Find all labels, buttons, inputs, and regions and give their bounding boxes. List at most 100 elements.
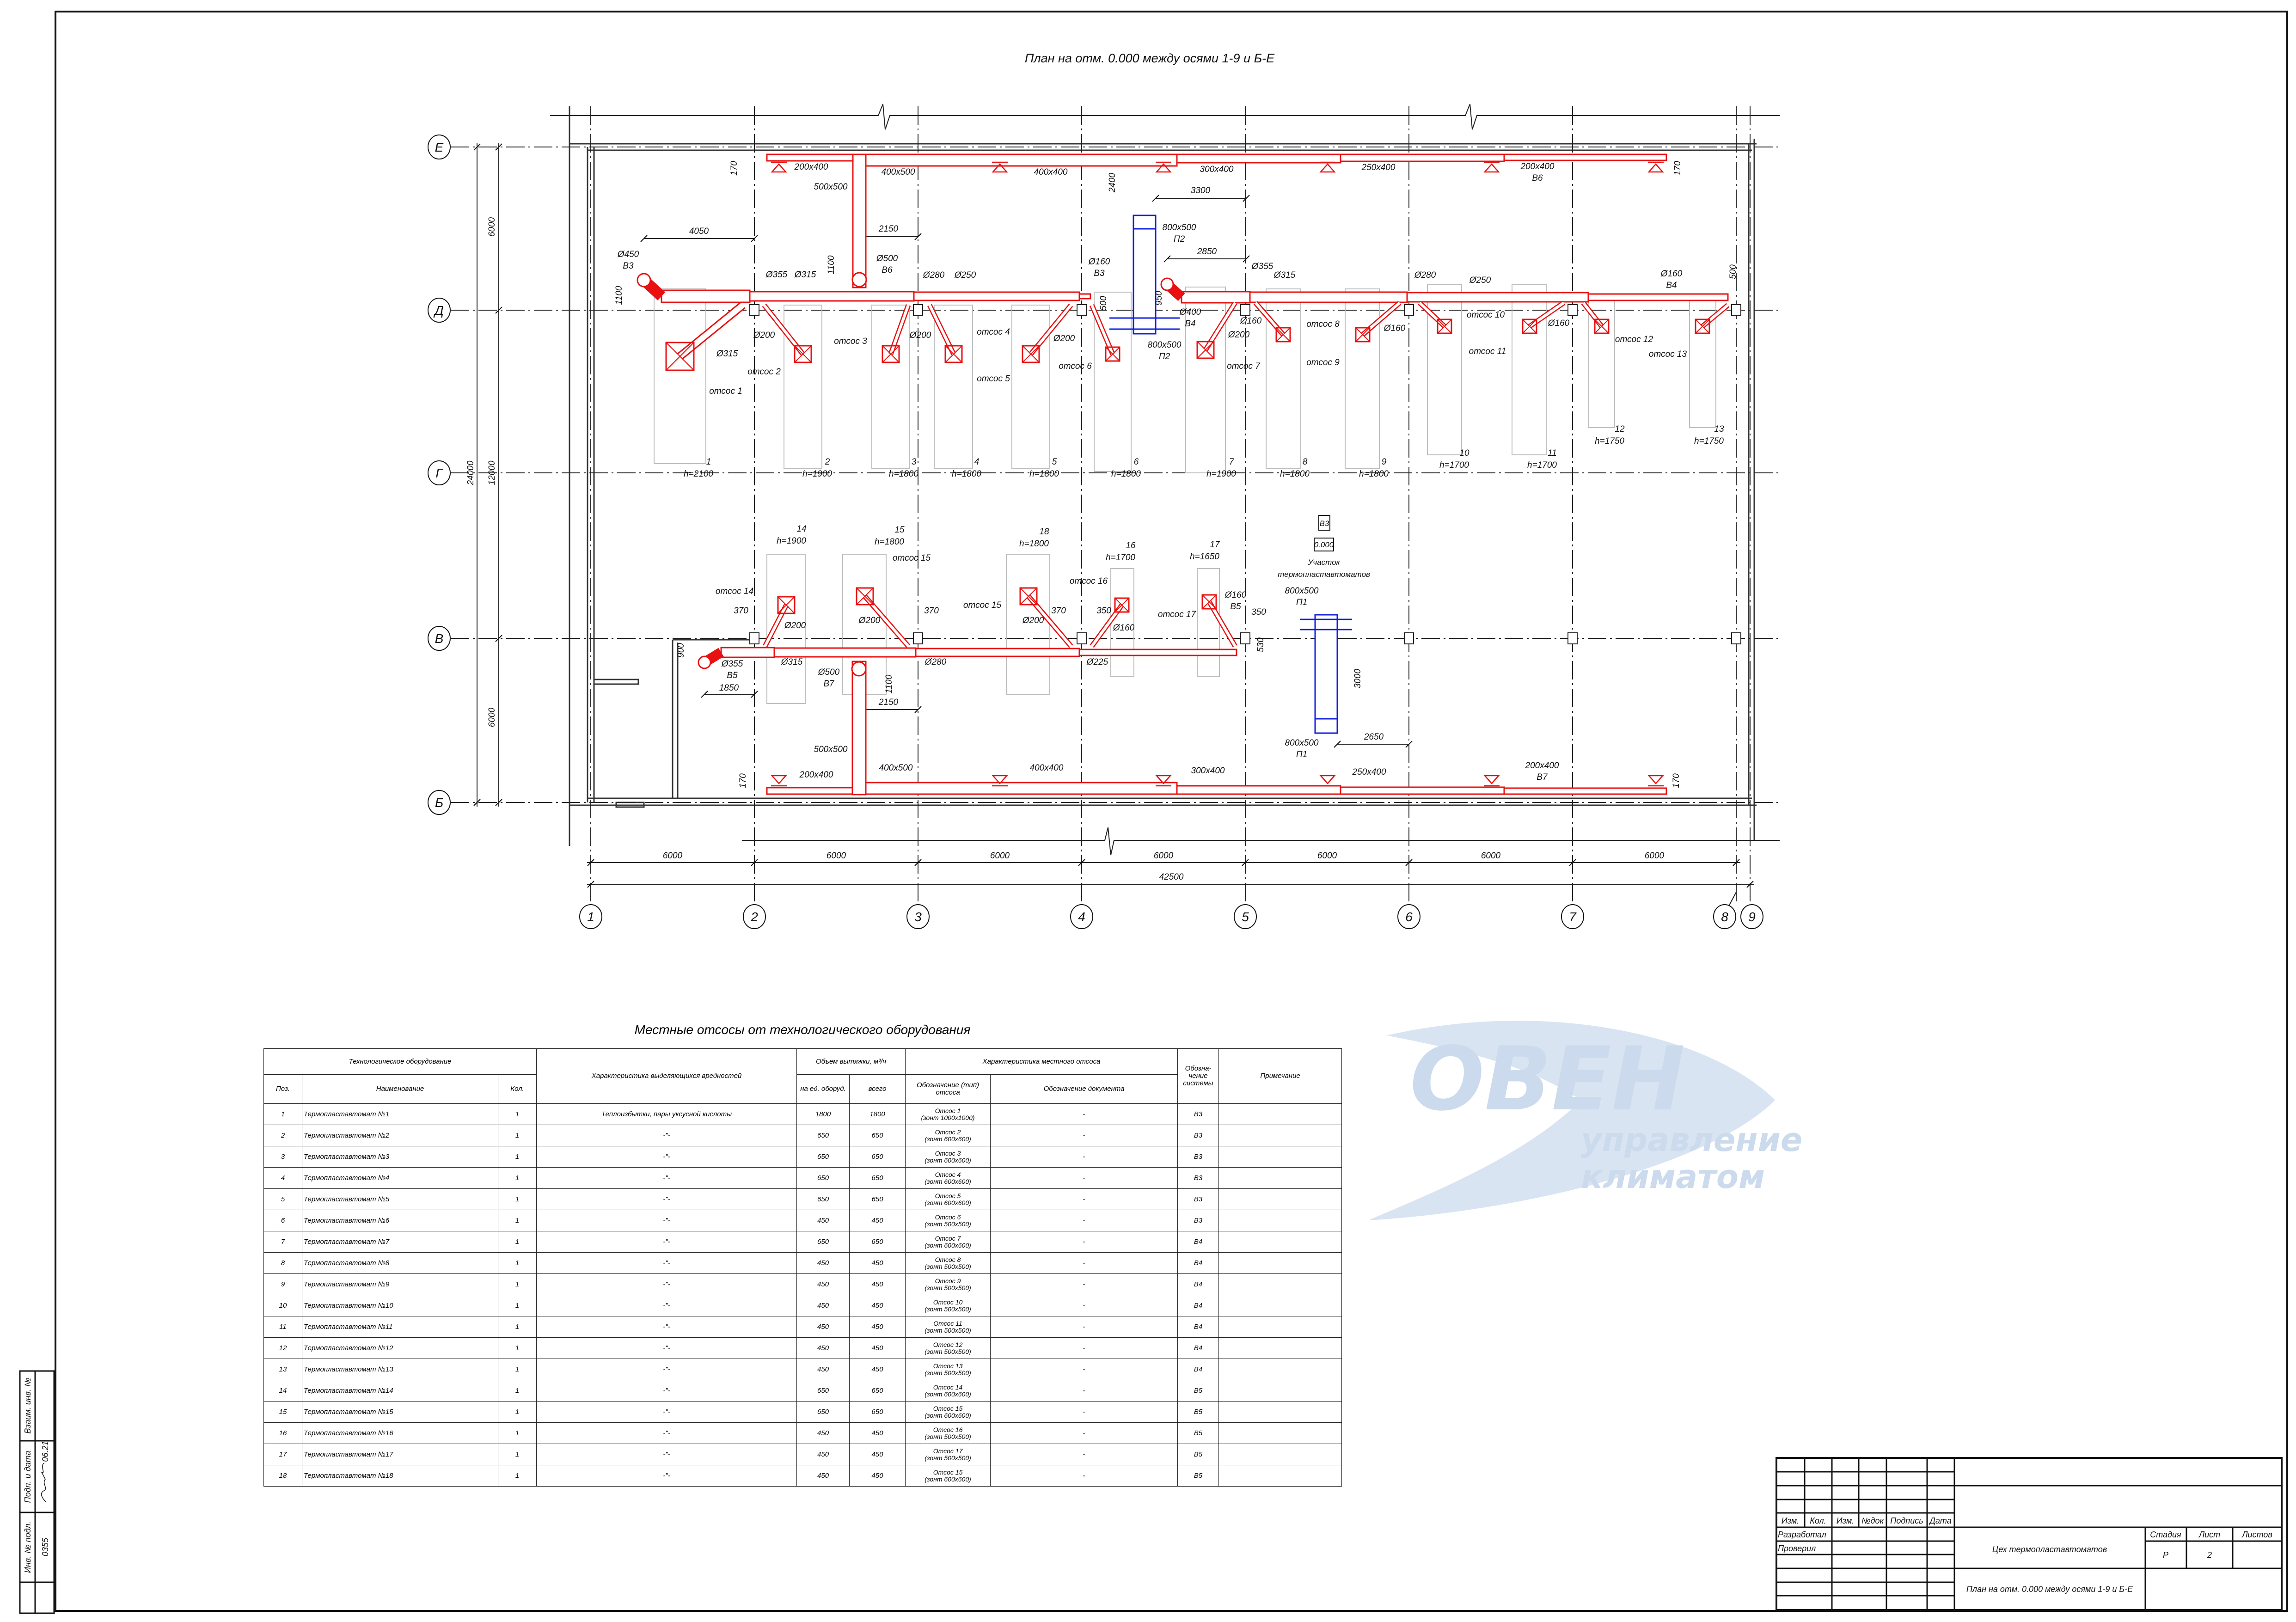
hood-size: (зонт 600x600) xyxy=(925,1241,971,1249)
cell-qty: 1 xyxy=(497,1146,537,1168)
equipment-height: h=1800 xyxy=(889,469,918,479)
plan-annotation: Ø160 xyxy=(1384,324,1406,333)
plan-annotation: 350 xyxy=(1096,606,1111,616)
axis-leader xyxy=(1728,892,1737,906)
plan-annotation: 500 xyxy=(1099,296,1108,311)
grille-icon xyxy=(1319,161,1336,173)
table-row: 14 Термопластавтомат №14 1 -"- 650 650 Отсос 1… xyxy=(263,1380,1342,1402)
cell-name: Термопластавтомат №6 xyxy=(302,1210,498,1231)
plan-annotation: 500x500 xyxy=(814,182,848,192)
otsos-name: Отсос 7 xyxy=(935,1234,961,1242)
cell-qty: 1 xyxy=(497,1188,537,1210)
equipment-number: 5 xyxy=(1052,457,1057,467)
duct-segment xyxy=(1249,291,1408,303)
cell-hazard: -"- xyxy=(536,1465,797,1487)
axis-bubble xyxy=(1713,904,1736,929)
table-row: 18 Термопластавтомат №18 1 -"- 450 450 Отсос 1… xyxy=(263,1465,1342,1487)
cell-doc: - xyxy=(990,1146,1178,1168)
plan-annotation: В6 xyxy=(1532,173,1543,183)
equipment-outline xyxy=(1011,305,1050,469)
cell-otsos: Отсос 5 (зонт 600x600) xyxy=(905,1188,991,1210)
otsos-name: Отсос 3 xyxy=(935,1149,961,1157)
plan-annotation: Ø500 xyxy=(876,254,898,263)
cell-doc: - xyxy=(990,1401,1178,1423)
cell-otsos: Отсос 9 (зонт 500x500) xyxy=(905,1273,991,1295)
axis-bubble xyxy=(579,904,602,929)
equipment-height: h=1700 xyxy=(1439,460,1469,470)
stamp-sign-date: Подп. и дата xyxy=(23,1451,32,1503)
otsos-name: Отсос 4 xyxy=(935,1170,961,1178)
duct-segment xyxy=(852,153,867,288)
exhaust-hood-cross xyxy=(1105,347,1120,361)
dim-tick xyxy=(1405,741,1413,748)
cell-qty: 1 xyxy=(497,1465,537,1487)
cell-note xyxy=(1218,1146,1342,1168)
table-row: 12 Термопластавтомат №12 1 -"- 450 450 Отсос 1… xyxy=(263,1337,1342,1359)
equipment-number: 18 xyxy=(1039,527,1049,537)
cell-qty: 1 xyxy=(497,1295,537,1316)
cell-note xyxy=(1218,1231,1342,1253)
cell-note xyxy=(1218,1295,1342,1316)
cell-system: В5 xyxy=(1177,1422,1219,1444)
hood-size: (зонт 600x600) xyxy=(925,1177,971,1185)
cell-hazard: -"- xyxy=(536,1252,797,1274)
equipment-number: 12 xyxy=(1615,424,1625,434)
cell-otsos: Отсос 2 (зонт 600x600) xyxy=(905,1125,991,1146)
duct-segment xyxy=(1587,293,1729,301)
equipment-number: 13 xyxy=(1714,424,1724,434)
cell-pos: 11 xyxy=(263,1316,302,1338)
plan-annotation: 800x500 xyxy=(1285,738,1319,748)
duct-segment xyxy=(1078,649,1237,656)
axis-bubble xyxy=(428,460,451,485)
branch-duct-inner xyxy=(928,304,955,355)
cell-note xyxy=(1218,1337,1342,1359)
cell-pos: 17 xyxy=(263,1444,302,1465)
table-row: 9 Термопластавтомат №9 1 -"- 450 450 Отсос 9 (з… xyxy=(263,1273,1342,1295)
supply-duct-p1 xyxy=(1314,614,1338,734)
plan-annotation: В4 xyxy=(1185,319,1195,329)
plan-annotation: 800x500 xyxy=(1148,340,1182,350)
cell-total: 450 xyxy=(849,1465,906,1487)
cell-total: 650 xyxy=(849,1167,906,1189)
plan-annotation: 3300 xyxy=(1191,186,1211,196)
cell-total: 650 xyxy=(849,1188,906,1210)
hood-size: (зонт 500x500) xyxy=(925,1305,971,1313)
axis-bubble xyxy=(743,904,766,929)
cell-qty: 1 xyxy=(497,1103,537,1125)
cell-per-unit: 450 xyxy=(796,1252,850,1274)
plan-annotation: Ø200 xyxy=(784,621,806,630)
equipment-outline xyxy=(1094,292,1132,472)
cell-otsos: Отсос 6 (зонт 500x500) xyxy=(905,1210,991,1231)
cell-note xyxy=(1218,1273,1342,1295)
cell-pos: 14 xyxy=(263,1380,302,1402)
column xyxy=(1240,632,1250,644)
plan-annotation: Ø315 xyxy=(1274,270,1296,280)
cell-name: Термопластавтомат №8 xyxy=(302,1252,498,1274)
plan-annotation: 2650 xyxy=(1364,732,1384,742)
cell-name: Термопластавтомат №13 xyxy=(302,1359,498,1380)
exhaust-hood-cross xyxy=(1114,598,1129,612)
plan-annotation: В7 xyxy=(1537,772,1548,782)
plan-annotation: Ø450 xyxy=(617,250,639,259)
title-block-text: Изм. Кол. Изм. №док Подпись Дата Разрабо… xyxy=(1778,1516,2272,1594)
duct-segment xyxy=(865,153,1178,167)
side-stamp xyxy=(19,1370,55,1614)
stamp-mutual-inv: Взаим. инв. № xyxy=(23,1377,32,1433)
axis-bubble xyxy=(428,790,451,815)
axis-bubble xyxy=(1397,904,1420,929)
cell-otsos: Отсос 8 (зонт 500x500) xyxy=(905,1252,991,1274)
duct-segment xyxy=(1503,787,1667,795)
exhaust-hood-cross xyxy=(1355,327,1370,342)
dim-label: 6000 xyxy=(1481,851,1501,861)
plan-annotation: 200x400 xyxy=(1520,162,1555,171)
exhaust-hood xyxy=(1196,341,1215,359)
exhaust-hood-cross xyxy=(882,345,900,363)
plan-annotation: 500x500 xyxy=(814,745,848,754)
exhaust-hood-cross xyxy=(945,345,962,363)
plan-annotation: отсос 10 xyxy=(1467,310,1505,320)
axis-label-row: Г xyxy=(435,466,443,480)
cell-per-unit: 450 xyxy=(796,1337,850,1359)
grille-icon xyxy=(1483,161,1500,173)
hood-size: (зонт 600x600) xyxy=(925,1135,971,1143)
